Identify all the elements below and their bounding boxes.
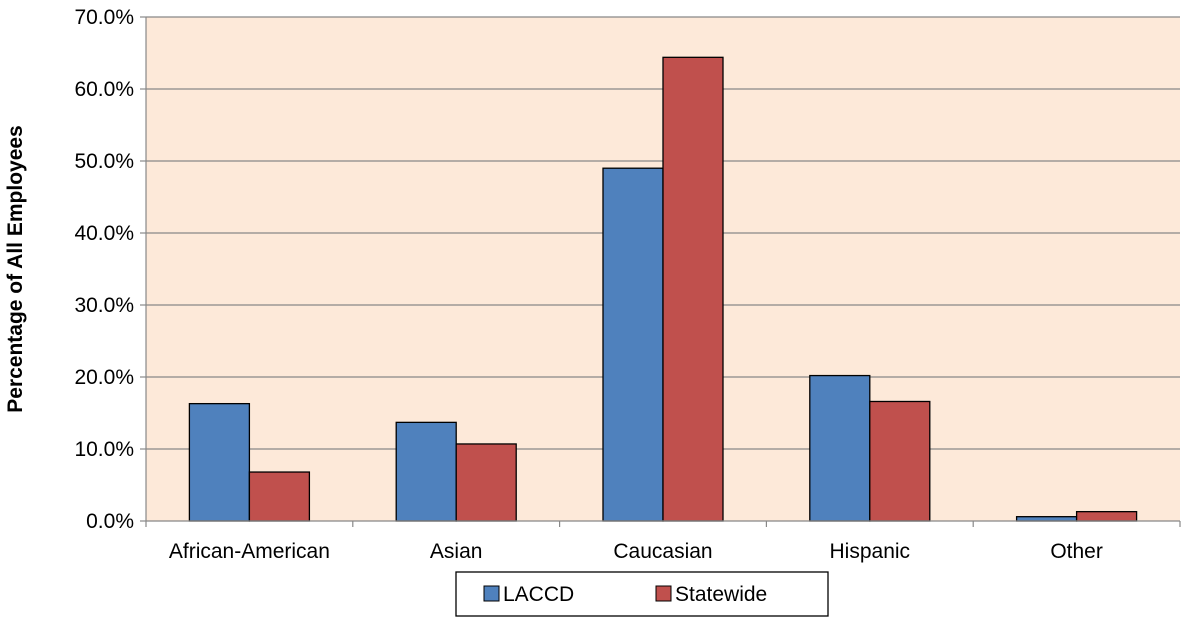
x-tick-label: Hispanic <box>830 540 911 563</box>
y-tick-label: 50.0% <box>74 150 134 173</box>
y-tick-label: 20.0% <box>74 366 134 389</box>
y-tick-label: 40.0% <box>74 222 134 245</box>
y-tick-labels: 0.0% 10.0% 20.0% 30.0% 40.0% 50.0% 60.0% 70.0% <box>74 6 134 533</box>
bar-statewide-hispanic <box>869 400 931 522</box>
x-tick-label: Other <box>1050 540 1103 563</box>
legend-swatch-statewide <box>655 585 672 602</box>
legend-label-laccd: LACCD <box>503 583 574 606</box>
y-tick-label: 60.0% <box>74 78 134 101</box>
x-tick-labels: African-American Asian Caucasian Hispanic Ot… <box>169 540 1103 563</box>
y-tick-label: 10.0% <box>74 438 134 461</box>
legend: LACCD Statewide <box>455 571 829 617</box>
bar-statewide-african-american <box>248 471 311 522</box>
bars <box>188 56 1138 522</box>
y-tick-label: 70.0% <box>74 6 134 29</box>
legend-swatch-laccd <box>483 585 500 602</box>
x-tick-label: African-American <box>169 540 330 563</box>
bar-statewide-caucasian <box>662 56 724 522</box>
bar-statewide-asian <box>455 443 517 522</box>
axes <box>145 17 1181 527</box>
bar-laccd-asian <box>395 421 457 522</box>
x-tick-label: Asian <box>430 540 483 563</box>
y-tick-label: 30.0% <box>74 294 134 317</box>
bar-statewide-other <box>1075 510 1138 522</box>
y-axis-title: Percentage of All Employees <box>4 125 27 413</box>
bar-laccd-african-american <box>188 402 251 522</box>
legend-box <box>455 571 829 617</box>
bar-laccd-other <box>1015 516 1078 522</box>
bar-laccd-caucasian <box>602 167 664 522</box>
bar-laccd-hispanic <box>809 374 871 522</box>
legend-label-statewide: Statewide <box>675 583 767 606</box>
x-tick-label: Caucasian <box>613 540 712 563</box>
y-tick-label: 0.0% <box>86 510 134 533</box>
